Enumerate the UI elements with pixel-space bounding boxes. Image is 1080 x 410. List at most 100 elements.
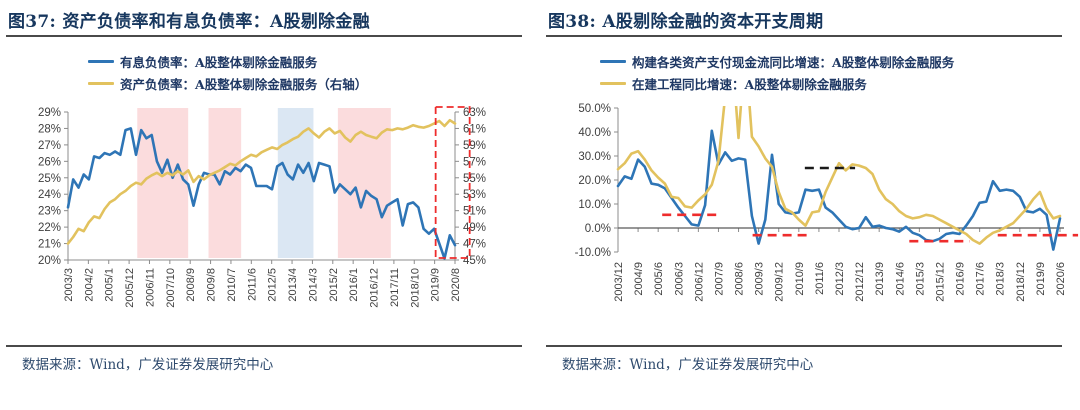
line-swatch-icon: [88, 81, 114, 85]
legend-item: 在建工程同比增速：A股整体剔除金融服务: [600, 72, 1080, 94]
right-y-axis-label: 51%: [463, 206, 486, 218]
figure-38-chart: 50.0% 40.0% 30.0% 20.0% 10.0% 0.0% -10.0%2003/…: [575, 103, 1079, 302]
figure-38-source-note: 数据来源：Wind，广发证券发展研究中心: [562, 357, 814, 373]
right-y-axis-label: 61%: [463, 123, 486, 135]
cycle-band: [277, 108, 314, 258]
x-axis-label: 2013/4: [287, 268, 299, 302]
figure-38-panel: 图38: A股剔除金融的资本开支周期 构建各类资产支付现金流同比增速：A股整体剔…: [540, 0, 1080, 410]
figure-38-title: 图38: A股剔除金融的资本开支周期: [548, 12, 824, 32]
series-line: [616, 129, 1062, 251]
x-axis-label: 2012/5: [267, 268, 279, 302]
x-axis-label: 2016/9: [955, 262, 967, 296]
x-axis-label: 2009/12: [774, 262, 786, 302]
x-axis-label: 2009/8: [206, 268, 218, 302]
x-axis-label: 2008/6: [734, 262, 746, 296]
figure-38-legend: 构建各类资产支付现金流同比增速：A股整体剔除金融服务 在建工程同比增速：A股整体…: [540, 50, 1080, 94]
x-axis-label: 2015/3: [914, 262, 926, 296]
x-axis-label: 2015/2: [328, 268, 340, 302]
x-axis-label: 2006/3: [673, 262, 685, 296]
x-axis-label: 2007/9: [713, 262, 725, 296]
figure-37-panel: 图37: 资产负债率和有息负债率：A股剔除金融 有息负债率：A股整体剔除金融服务…: [0, 12, 540, 373]
y-axis-label: 20%: [38, 255, 61, 267]
figure-37-title: 图37: 资产负债率和有息负债率：A股剔除金融: [8, 12, 370, 32]
figure-37-source-rule: [6, 345, 522, 347]
line-swatch-icon: [600, 81, 626, 85]
x-axis-label: 2008/9: [185, 268, 197, 302]
x-axis-label: 2018/3: [995, 262, 1007, 296]
x-axis-label: 2003/3: [63, 268, 75, 302]
y-axis-label: 28%: [38, 123, 61, 135]
y-axis-label: 0.0%: [585, 223, 611, 235]
legend-item: 构建各类资产支付现金流同比增速：A股整体剔除金融服务: [600, 50, 1080, 72]
figure-37-title-rule: [6, 35, 522, 37]
y-axis-label: 21%: [38, 239, 61, 251]
x-axis-label: 2014/6: [894, 262, 906, 296]
line-swatch-icon: [600, 59, 626, 63]
figure-37-legend: 有息负债率：A股整体剔除金融服务 资产负债率：A股整体剔除金融服务（右轴）: [0, 50, 540, 94]
right-y-axis-label: 53%: [463, 189, 486, 201]
x-axis-label: 2005/6: [653, 262, 665, 296]
y-axis-label: 25%: [38, 173, 61, 185]
y-axis-label: 23%: [38, 206, 61, 218]
x-axis-label: 2020/8: [450, 268, 462, 302]
right-y-axis-label: 63%: [463, 107, 486, 119]
x-axis-label: 2014/3: [307, 268, 319, 302]
x-axis-label: 2010/9: [794, 262, 806, 296]
line-swatch-icon: [88, 59, 114, 63]
x-axis-label: 2019/9: [430, 268, 442, 302]
y-axis-label: 29%: [38, 107, 61, 119]
legend-item: 有息负债率：A股整体剔除金融服务: [88, 50, 540, 72]
figure-38-title-rule: [546, 35, 1062, 37]
figure-38-source-rule: [546, 345, 1062, 347]
x-axis-label: 2019/9: [1035, 262, 1047, 296]
x-axis-label: 2004/2: [83, 268, 95, 302]
y-axis-label: 10.0%: [578, 199, 611, 211]
x-axis-label: 2004/9: [633, 262, 645, 296]
series-line: [616, 106, 1062, 245]
right-y-axis-label: 45%: [463, 255, 486, 267]
x-axis-label: 2016/1: [348, 268, 360, 302]
right-y-axis-label: 47%: [463, 239, 486, 251]
y-axis-label: 30.0%: [578, 151, 611, 163]
x-axis-label: 2012/12: [854, 262, 866, 302]
right-y-axis-label: 59%: [463, 140, 486, 152]
y-axis-label: 26%: [38, 156, 61, 168]
y-axis-label: 20.0%: [578, 175, 611, 187]
right-y-axis-label: 49%: [463, 222, 486, 234]
legend-item: 资产负债率：A股整体剔除金融服务（右轴）: [88, 72, 540, 94]
x-axis-label: 2018/12: [1015, 262, 1027, 302]
x-axis-label: 2017/6: [975, 262, 987, 296]
series-line: [66, 118, 457, 245]
x-axis-label: 2013/9: [874, 262, 886, 296]
x-axis-label: 2006/11: [144, 268, 156, 307]
y-axis-label: 27%: [38, 140, 61, 152]
right-y-axis-label: 57%: [463, 156, 486, 168]
y-axis-label: 24%: [38, 189, 61, 201]
y-axis-label: -10.0%: [575, 247, 611, 259]
y-axis-label: 50.0%: [578, 103, 611, 115]
right-y-axis-label: 55%: [463, 173, 486, 185]
figure-37-source-note: 数据来源：Wind，广发证券发展研究中心: [22, 357, 274, 373]
x-axis-label: 2017/11: [389, 268, 401, 307]
series-line: [66, 127, 457, 260]
y-axis-label: 40.0%: [578, 127, 611, 139]
x-axis-label: 2005/12: [124, 268, 136, 308]
cycle-band: [137, 108, 189, 258]
x-axis-label: 2007/10: [165, 268, 177, 308]
cycle-band: [208, 108, 242, 258]
figure-37-chart: 29% 28% 27% 26% 25% 24% 23% 22% 21% 20% 63% 61% 59% 5…: [38, 106, 486, 308]
legend-label: 资产负债率：A股整体剔除金融服务（右轴）: [120, 76, 368, 92]
x-axis-label: 2010/7: [226, 268, 238, 302]
x-axis-label: 2005/1: [104, 268, 116, 302]
y-axis-label: 22%: [38, 222, 61, 234]
x-axis-label: 2003/12: [613, 262, 625, 302]
x-axis-label: 2011/6: [814, 262, 826, 295]
legend-label: 有息负债率：A股整体剔除金融服务: [120, 54, 318, 70]
x-axis-label: 2015/12: [934, 262, 946, 302]
x-axis-label: 2016/12: [369, 268, 381, 308]
x-axis-label: 2009/3: [754, 262, 766, 296]
x-axis-label: 2006/12: [693, 262, 705, 302]
x-axis-label: 2020/6: [1055, 262, 1067, 296]
x-axis-label: 2018/10: [409, 268, 421, 308]
